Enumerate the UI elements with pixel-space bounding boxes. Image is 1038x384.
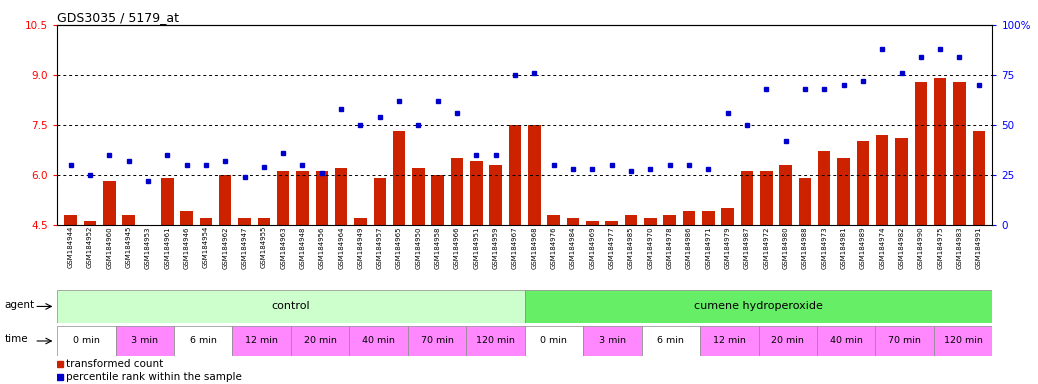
- Bar: [408, 326, 466, 356]
- Bar: [84, 221, 97, 225]
- Bar: [57, 290, 524, 323]
- Bar: [57, 326, 115, 356]
- Text: time: time: [4, 334, 28, 344]
- Bar: [663, 215, 676, 225]
- Bar: [934, 78, 947, 225]
- Bar: [567, 218, 579, 225]
- Bar: [350, 326, 408, 356]
- Bar: [64, 215, 77, 225]
- Text: 3 min: 3 min: [131, 336, 158, 346]
- Bar: [586, 221, 599, 225]
- Bar: [528, 125, 541, 225]
- Text: transformed count: transformed count: [66, 359, 163, 369]
- Bar: [335, 168, 348, 225]
- Bar: [354, 218, 366, 225]
- Bar: [973, 131, 985, 225]
- Bar: [625, 215, 637, 225]
- Bar: [470, 161, 483, 225]
- Bar: [838, 158, 850, 225]
- Bar: [466, 326, 524, 356]
- Bar: [759, 326, 817, 356]
- Bar: [934, 326, 992, 356]
- Bar: [914, 81, 927, 225]
- Bar: [277, 171, 290, 225]
- Text: GDS3035 / 5179_at: GDS3035 / 5179_at: [57, 11, 180, 24]
- Bar: [219, 175, 231, 225]
- Bar: [509, 125, 521, 225]
- Bar: [412, 168, 425, 225]
- Text: 0 min: 0 min: [541, 336, 568, 346]
- Bar: [174, 326, 233, 356]
- Bar: [817, 326, 875, 356]
- Bar: [374, 178, 386, 225]
- Bar: [856, 141, 869, 225]
- Bar: [818, 151, 830, 225]
- Text: 70 min: 70 min: [420, 336, 454, 346]
- Bar: [316, 171, 328, 225]
- Bar: [296, 171, 308, 225]
- Text: control: control: [272, 301, 310, 311]
- Bar: [199, 218, 212, 225]
- Bar: [161, 178, 173, 225]
- Text: 6 min: 6 min: [657, 336, 684, 346]
- Bar: [547, 215, 559, 225]
- Bar: [291, 326, 350, 356]
- Bar: [257, 218, 270, 225]
- Text: 0 min: 0 min: [73, 336, 100, 346]
- Bar: [875, 326, 934, 356]
- Text: 70 min: 70 min: [889, 336, 921, 346]
- Bar: [490, 165, 502, 225]
- Bar: [103, 181, 115, 225]
- Bar: [702, 211, 714, 225]
- Bar: [233, 326, 291, 356]
- Bar: [115, 326, 174, 356]
- Bar: [524, 326, 583, 356]
- Text: 20 min: 20 min: [304, 336, 336, 346]
- Text: percentile rank within the sample: percentile rank within the sample: [66, 372, 242, 382]
- Text: 6 min: 6 min: [190, 336, 217, 346]
- Bar: [741, 171, 754, 225]
- Bar: [953, 81, 965, 225]
- Bar: [683, 211, 695, 225]
- Bar: [700, 326, 759, 356]
- Bar: [450, 158, 463, 225]
- Text: 12 min: 12 min: [713, 336, 745, 346]
- Bar: [760, 171, 772, 225]
- Text: cumene hydroperoxide: cumene hydroperoxide: [694, 301, 823, 311]
- Text: agent: agent: [4, 300, 34, 310]
- Text: 40 min: 40 min: [362, 336, 395, 346]
- Bar: [641, 326, 700, 356]
- Bar: [780, 165, 792, 225]
- Bar: [392, 131, 406, 225]
- Bar: [583, 326, 641, 356]
- Text: 20 min: 20 min: [771, 336, 804, 346]
- Text: 40 min: 40 min: [829, 336, 863, 346]
- Bar: [876, 135, 889, 225]
- Bar: [239, 218, 251, 225]
- Text: 120 min: 120 min: [944, 336, 983, 346]
- Text: 3 min: 3 min: [599, 336, 626, 346]
- Bar: [605, 221, 618, 225]
- Bar: [798, 178, 811, 225]
- Text: 12 min: 12 min: [245, 336, 278, 346]
- Bar: [721, 208, 734, 225]
- Bar: [432, 175, 444, 225]
- Bar: [895, 138, 908, 225]
- Bar: [181, 211, 193, 225]
- Bar: [644, 218, 657, 225]
- Bar: [122, 215, 135, 225]
- Text: 120 min: 120 min: [476, 336, 515, 346]
- Bar: [524, 290, 992, 323]
